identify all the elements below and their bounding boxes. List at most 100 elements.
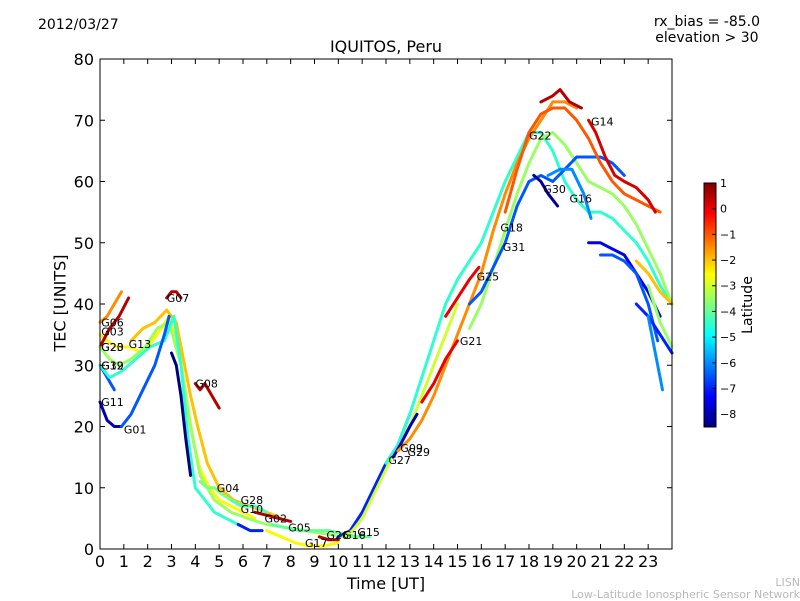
- ticks-layer: 0 1 2 3 4 5 6 7 8 9 10 11 12 13 14 15 16 17 18 19 20 21 22 2301…: [74, 50, 672, 571]
- prn-label: G05: [288, 522, 311, 535]
- colorbar-tick-label: −7: [720, 382, 736, 395]
- y-tick-label: 20: [74, 418, 94, 437]
- x-tick-label: 14: [423, 552, 443, 571]
- series-G07: [165, 290, 183, 300]
- series-G17: [265, 529, 340, 548]
- prn-label: G17: [305, 537, 328, 550]
- prn-label: G02: [264, 512, 287, 525]
- prn-label: G23: [101, 341, 124, 354]
- colorbar: [703, 182, 717, 428]
- prn-label: G08: [195, 378, 218, 391]
- prn-label: G11: [101, 396, 124, 409]
- series-G19: [98, 314, 240, 526]
- prn-label: G25: [477, 270, 500, 283]
- chart-title: IQUITOS, Peru: [329, 37, 443, 56]
- series-G15: [341, 302, 459, 539]
- colorbar-tick-label: −4: [720, 305, 736, 318]
- x-tick-label: 19: [543, 552, 563, 571]
- x-tick-label: 18: [519, 552, 539, 571]
- x-tick-label: 16: [471, 552, 491, 571]
- x-tick-label: 21: [590, 552, 610, 571]
- y-tick-label: 50: [74, 234, 94, 253]
- x-tick-label: 20: [566, 552, 586, 571]
- colorbar-ticks: 1 0 −1 −2 −3 −4 −5 −6 −7 −8: [712, 177, 736, 421]
- x-tick-label: 1: [119, 552, 129, 571]
- prn-label: G27: [388, 454, 411, 467]
- series-G18: [467, 131, 674, 330]
- colorbar-tick-label: −2: [720, 254, 736, 267]
- series-G11b: [646, 314, 664, 392]
- footer-lisn: LISN: [775, 576, 800, 589]
- series-G16b: [546, 167, 593, 220]
- prn-label: G13: [129, 338, 152, 351]
- prn-label: G16: [570, 193, 593, 206]
- y-tick-label: 0: [84, 540, 94, 559]
- series-G14b: [587, 118, 657, 214]
- prn-label: G15: [357, 526, 380, 539]
- x-tick-label: 22: [614, 552, 634, 571]
- prn-label: G18: [500, 221, 523, 234]
- series-G23: [98, 296, 131, 349]
- y-tick-label: 60: [74, 173, 94, 192]
- series-G08: [193, 382, 221, 410]
- prn-label: G31: [503, 241, 526, 254]
- colorbar-tick-label: −3: [720, 280, 736, 293]
- series-G11: [98, 400, 123, 428]
- series-G32b: [599, 253, 660, 343]
- x-tick-label: 13: [400, 552, 420, 571]
- x-tick-label: 9: [309, 552, 319, 571]
- rx-bias-info: rx_bias = -85.0 elevation > 30: [654, 14, 760, 46]
- prn-label: G19: [101, 359, 124, 372]
- series-G30: [532, 173, 560, 208]
- rx-bias-label: rx_bias = -85.0: [653, 14, 760, 30]
- prn-label: G06: [101, 316, 124, 329]
- series-G22: [503, 106, 662, 214]
- x-tick-label: 4: [190, 552, 200, 571]
- series-G01: [120, 314, 171, 428]
- x-tick-label: 10: [328, 552, 348, 571]
- prn-label: G21: [460, 335, 483, 348]
- x-tick-label: 5: [214, 552, 224, 571]
- prn-label: G09: [400, 442, 423, 455]
- prn-label: G22: [529, 130, 552, 143]
- prn-label: G16: [343, 529, 366, 542]
- prn-label: G07: [167, 292, 190, 305]
- series-G21: [420, 339, 459, 404]
- series-G14: [539, 88, 583, 110]
- footer-network: Low-Latitude Ionospheric Sensor Network: [571, 588, 800, 601]
- x-tick-label: 15: [447, 552, 467, 571]
- x-tick-label: 0: [95, 552, 105, 571]
- colorbar-tick-label: −5: [720, 331, 736, 344]
- series-G05: [270, 523, 371, 539]
- x-tick-label: 6: [238, 552, 248, 571]
- y-tick-label: 10: [74, 479, 94, 498]
- series-G19b: [646, 284, 674, 349]
- prn-label: G01: [124, 424, 147, 437]
- prn-label: G04: [217, 482, 240, 495]
- series-G25: [444, 265, 481, 318]
- colorbar-tick-label: −6: [720, 357, 736, 370]
- series-layer: [98, 88, 674, 548]
- y-tick-label: 40: [74, 295, 94, 314]
- prn-label: G03: [101, 326, 124, 339]
- series-G06: [98, 290, 123, 324]
- series-G26: [317, 535, 340, 542]
- colorbar-tick-label: 0: [720, 203, 727, 216]
- x-tick-label: 2: [143, 552, 153, 571]
- prn-label: G20: [101, 341, 124, 354]
- colorbar-tick-label: −1: [720, 228, 736, 241]
- series-G30b: [587, 241, 662, 318]
- y-tick-label: 80: [74, 50, 94, 69]
- prn-label: G30: [543, 183, 566, 196]
- prn-label: G10: [241, 503, 264, 516]
- series-G13b: [634, 259, 674, 306]
- date-label: 2012/03/27: [38, 17, 119, 33]
- series-G02: [253, 510, 293, 523]
- series-G01b: [634, 302, 674, 355]
- series-G10: [236, 523, 264, 533]
- colorbar-tick-label: 1: [720, 177, 727, 190]
- prn-label: G32: [101, 359, 124, 372]
- x-tick-label: 3: [166, 552, 176, 571]
